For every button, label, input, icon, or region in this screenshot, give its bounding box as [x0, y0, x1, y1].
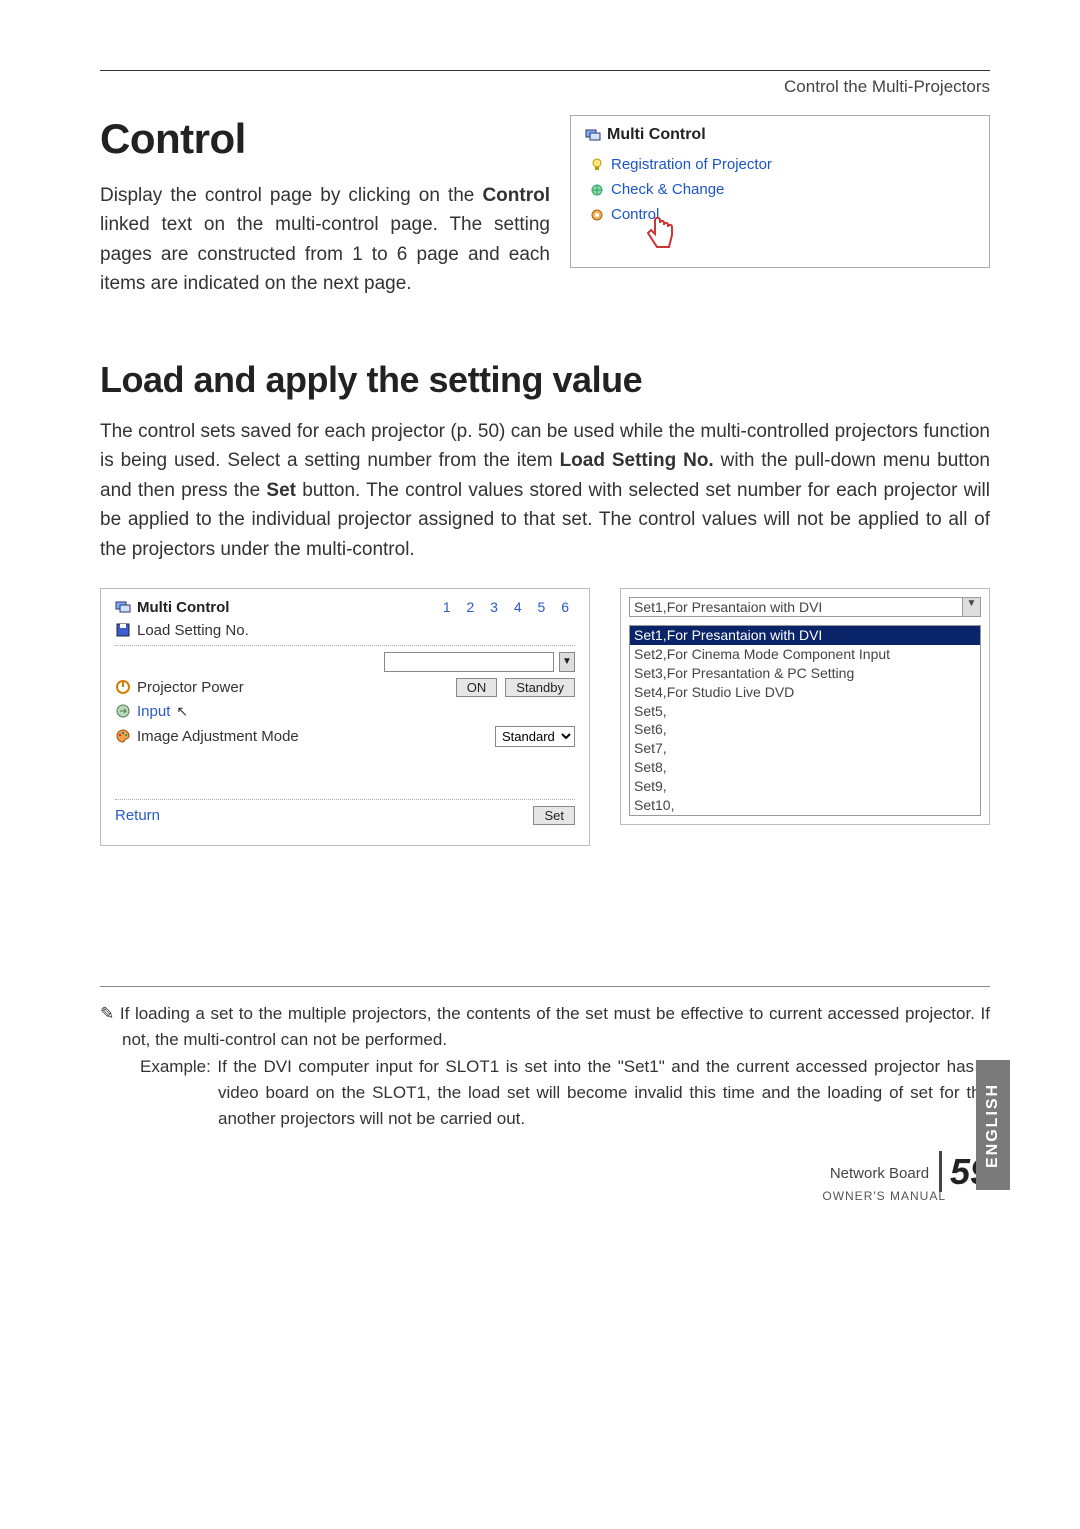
- panel-title: Multi Control: [137, 599, 229, 616]
- list-item[interactable]: Set7,: [630, 739, 980, 758]
- section-load-body: The control sets saved for each projecto…: [100, 417, 990, 564]
- multi-control-panel: Multi Control 1 2 3 4 5 6 Load Setting N…: [100, 588, 590, 846]
- list-item[interactable]: Set6,: [630, 720, 980, 739]
- nav-check-change[interactable]: Check & Change: [585, 177, 975, 202]
- list-item[interactable]: Set2,For Cinema Mode Component Input: [630, 645, 980, 664]
- globe-arrow-icon: [589, 182, 605, 198]
- chevron-down-icon[interactable]: ▼: [559, 652, 575, 672]
- list-item[interactable]: Set5,: [630, 702, 980, 721]
- hand-cursor-icon: [643, 216, 677, 263]
- power-icon: [115, 679, 131, 695]
- list-item[interactable]: Set10,: [630, 796, 980, 815]
- nav-title: Multi Control: [585, 126, 975, 144]
- setting-select-closed[interactable]: Set1,For Presantaion with DVI ▼: [629, 597, 981, 617]
- power-on-button[interactable]: ON: [456, 678, 498, 697]
- power-standby-button[interactable]: Standby: [505, 678, 575, 697]
- load-setting-label: Load Setting No.: [115, 622, 575, 639]
- list-item[interactable]: Set9,: [630, 777, 980, 796]
- cursor-icon: ↖: [176, 703, 188, 720]
- section-control-body: Display the control page by clicking on …: [100, 181, 550, 299]
- setting-dropdown-expanded: Set1,For Presantaion with DVI ▼ Set1,For…: [620, 588, 990, 825]
- return-link[interactable]: Return: [115, 807, 160, 824]
- breadcrumb: Control the Multi-Projectors: [100, 77, 990, 97]
- page-footer: Network Board 59 OWNER'S MANUAL: [100, 1151, 990, 1203]
- language-tab: ENGLISH: [976, 1060, 1010, 1190]
- load-setting-select[interactable]: [384, 652, 554, 672]
- list-item[interactable]: Set4,For Studio Live DVD: [630, 683, 980, 702]
- nav-registration[interactable]: Registration of Projector: [585, 152, 975, 177]
- nav-control[interactable]: Control: [585, 202, 975, 227]
- palette-icon: [115, 728, 131, 744]
- image-mode-select[interactable]: Standard: [495, 726, 575, 747]
- image-mode-label: Image Adjustment Mode: [115, 728, 487, 745]
- multi-control-nav: Multi Control Registration of Projector …: [570, 115, 990, 268]
- gear-icon: [589, 207, 605, 223]
- section-control-title: Control: [100, 115, 550, 163]
- input-icon: [115, 703, 131, 719]
- chevron-down-icon: ▼: [962, 598, 980, 616]
- footnote: ✎ If loading a set to the multiple proje…: [100, 1001, 990, 1133]
- bulb-icon: [589, 157, 605, 173]
- panel-pager[interactable]: 1 2 3 4 5 6: [443, 599, 575, 615]
- list-item[interactable]: Set1,For Presantaion with DVI: [630, 626, 980, 645]
- save-icon: [115, 622, 131, 638]
- multi-control-icon: [115, 599, 131, 615]
- list-item[interactable]: Set3,For Presantation & PC Setting: [630, 664, 980, 683]
- section-load-title: Load and apply the setting value: [100, 359, 990, 401]
- setting-options-list[interactable]: Set1,For Presantaion with DVI Set2,For C…: [629, 625, 981, 816]
- multi-control-icon: [585, 127, 601, 143]
- input-label[interactable]: Input ↖: [115, 703, 575, 720]
- projector-power-label: Projector Power: [115, 679, 448, 696]
- list-item[interactable]: Set8,: [630, 758, 980, 777]
- set-button[interactable]: Set: [533, 806, 575, 825]
